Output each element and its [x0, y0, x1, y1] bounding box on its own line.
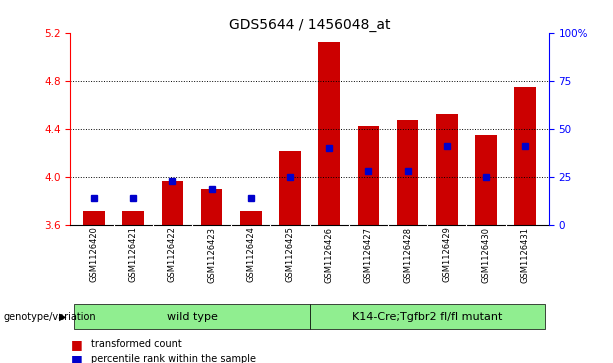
Text: K14-Cre;Tgfbr2 fl/fl mutant: K14-Cre;Tgfbr2 fl/fl mutant [352, 312, 502, 322]
Text: GSM1126423: GSM1126423 [207, 227, 216, 283]
Text: GSM1126428: GSM1126428 [403, 227, 412, 283]
Text: GSM1126422: GSM1126422 [168, 227, 177, 282]
Bar [310, 305, 545, 329]
Text: transformed count: transformed count [91, 339, 181, 349]
Bar [240, 211, 262, 225]
Text: GSM1126426: GSM1126426 [325, 227, 333, 283]
Bar [436, 114, 457, 225]
Text: ■: ■ [70, 353, 82, 363]
Text: genotype/variation: genotype/variation [3, 312, 96, 322]
Text: GSM1126431: GSM1126431 [520, 227, 530, 283]
Bar [514, 87, 536, 225]
Text: wild type: wild type [167, 312, 218, 322]
Bar [123, 211, 144, 225]
Bar [279, 151, 301, 225]
Text: ■: ■ [70, 338, 82, 351]
Bar [397, 121, 418, 225]
Bar [475, 135, 497, 225]
Text: GSM1126430: GSM1126430 [481, 227, 490, 283]
Bar [357, 126, 379, 225]
Text: GSM1126429: GSM1126429 [442, 227, 451, 282]
Title: GDS5644 / 1456048_at: GDS5644 / 1456048_at [229, 18, 390, 32]
Text: GSM1126421: GSM1126421 [129, 227, 138, 282]
Bar [162, 180, 183, 225]
Text: GSM1126425: GSM1126425 [286, 227, 294, 282]
Text: ▶: ▶ [59, 312, 67, 322]
Text: GSM1126424: GSM1126424 [246, 227, 255, 282]
Text: GSM1126427: GSM1126427 [364, 227, 373, 283]
Bar [201, 189, 223, 225]
Text: GSM1126420: GSM1126420 [89, 227, 99, 282]
Bar [318, 42, 340, 225]
Bar [83, 211, 105, 225]
Bar [74, 305, 310, 329]
Text: percentile rank within the sample: percentile rank within the sample [91, 354, 256, 363]
